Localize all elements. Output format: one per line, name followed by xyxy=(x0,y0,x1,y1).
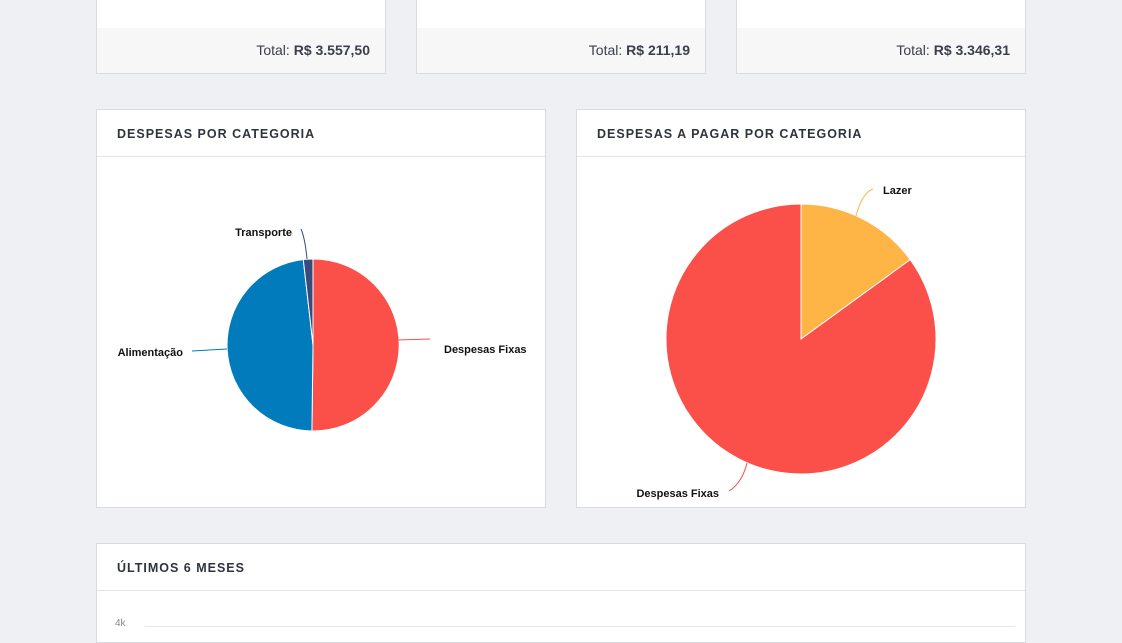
last-six-months-panel: ÚLTIMOS 6 MESES 4k xyxy=(96,543,1026,643)
expenses-pie-chart: Despesas Fixas Alimentação Transporte xyxy=(118,227,527,432)
gridline xyxy=(145,626,1015,627)
total-card-2: Total: R$ 211,19 xyxy=(416,0,706,74)
total-amount: R$ 3.557,50 xyxy=(293,42,370,58)
leader-line-lazer xyxy=(855,188,874,217)
pie-slice-despesas-fixas[interactable] xyxy=(665,203,937,475)
panel-title: DESPESAS POR CATEGORIA xyxy=(97,110,545,157)
total-prefix: Total: xyxy=(896,42,930,58)
total-footer: Total: R$ 3.346,31 xyxy=(737,28,1025,73)
total-prefix: Total: xyxy=(588,42,623,58)
total-card-1: Total: R$ 3.557,50 xyxy=(96,0,386,74)
total-prefix: Total: xyxy=(256,42,290,58)
slice-label-lazer: Lazer xyxy=(883,185,912,197)
pie-slice-despesas-fixas[interactable] xyxy=(311,258,400,432)
total-footer: Total: R$ 211,19 xyxy=(417,28,705,73)
leader-line-transporte xyxy=(300,228,308,260)
slice-label-despesas-fixas: Despesas Fixas xyxy=(444,344,527,356)
y-tick-label: 4k xyxy=(115,618,126,629)
payable-pie-chart: Lazer Despesas Fixas xyxy=(636,185,937,500)
payable-expenses-panel: DESPESAS A PAGAR POR CATEGORIA Lazer Desp… xyxy=(576,109,1026,508)
panel-title: DESPESAS A PAGAR POR CATEGORIA xyxy=(577,110,1025,157)
slice-label-transporte: Transporte xyxy=(235,227,292,239)
slice-label-alimentacao: Alimentação xyxy=(118,347,184,359)
total-card-3: Total: R$ 3.346,31 xyxy=(736,0,1026,74)
expenses-by-category-panel: DESPESAS POR CATEGORIA Despesas Fixas Ali… xyxy=(96,109,546,508)
total-footer: Total: R$ 3.557,50 xyxy=(97,28,385,73)
panel-title: ÚLTIMOS 6 MESES xyxy=(97,544,1025,591)
total-amount: R$ 3.346,31 xyxy=(933,42,1010,58)
leader-line-despesas-fixas xyxy=(396,338,431,341)
leader-line-alimentacao xyxy=(191,348,228,352)
total-amount: R$ 211,19 xyxy=(626,42,690,58)
pie-slice-transporte[interactable] xyxy=(302,258,314,346)
leader-line-despesas-fixas xyxy=(728,462,748,492)
slice-label-despesas-fixas: Despesas Fixas xyxy=(636,488,719,500)
pie-slice-lazer[interactable] xyxy=(800,203,911,340)
pie-slice-alimentacao[interactable] xyxy=(226,258,314,432)
